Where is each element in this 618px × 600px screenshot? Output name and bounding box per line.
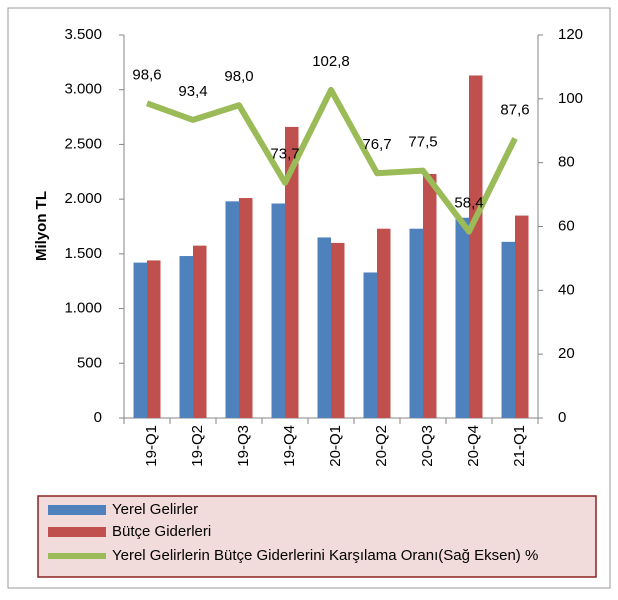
legend-label: Yerel Gelirlerin Bütçe Giderlerini Karşı…: [112, 547, 538, 564]
y2-tick-label: 60: [558, 217, 575, 234]
data-label: 73,7: [270, 146, 299, 163]
legend: [37, 495, 597, 578]
x-tick-label: 19-Q1: [143, 425, 160, 467]
x-tick-label: 20-Q1: [327, 425, 344, 467]
bar: [147, 260, 161, 418]
data-label: 98,0: [224, 68, 253, 85]
bar: [423, 173, 437, 418]
bar: [271, 203, 285, 418]
x-tick-label: 19-Q3: [235, 425, 252, 467]
data-label: 102,8: [312, 53, 350, 70]
y-tick-label: 1.000: [64, 300, 102, 317]
x-tick-label: 21-Q1: [511, 425, 528, 467]
bar: [133, 262, 147, 418]
x-tick-label: 20-Q4: [465, 425, 482, 467]
y-tick-label: 500: [77, 354, 102, 371]
bar: [239, 198, 253, 418]
bar: [377, 228, 391, 418]
bar: [225, 201, 239, 418]
bar: [501, 241, 515, 418]
y-tick-label: 2.000: [64, 190, 102, 207]
bar: [193, 245, 207, 418]
bar: [455, 217, 469, 418]
data-label: 77,5: [408, 134, 437, 151]
bar: [317, 237, 331, 418]
y2-tick-label: 100: [558, 90, 583, 107]
x-tick-label: 20-Q2: [373, 425, 390, 467]
bar: [409, 228, 423, 418]
bar: [331, 242, 345, 418]
data-label: 93,4: [178, 83, 207, 100]
y-tick-label: 1.500: [64, 245, 102, 262]
y2-tick-label: 40: [558, 281, 575, 298]
y-axis-label: Milyon TL: [33, 191, 50, 261]
legend-swatch: [48, 505, 106, 515]
y-tick-label: 3.500: [64, 26, 102, 43]
bar: [363, 272, 377, 418]
legend-label: Yerel Gelirler: [112, 501, 198, 518]
x-tick-label: 19-Q4: [281, 425, 298, 467]
data-label: 58,4: [454, 195, 483, 212]
y-tick-label: 2.500: [64, 135, 102, 152]
line: [145, 86, 518, 235]
legend-swatch: [48, 527, 106, 537]
data-label: 76,7: [362, 136, 391, 153]
data-label: 87,6: [500, 101, 529, 118]
bar: [285, 126, 299, 419]
y2-tick-label: 120: [558, 26, 583, 43]
x-tick-label: 19-Q2: [189, 425, 206, 467]
data-label: 98,6: [132, 66, 161, 83]
legend-label: Bütçe Giderleri: [112, 523, 211, 540]
y-tick-label: 3.000: [64, 81, 102, 98]
y-tick-label: 0: [94, 409, 102, 426]
bar: [179, 256, 193, 418]
bar: [515, 215, 529, 418]
bar: [469, 75, 483, 418]
y2-tick-label: 20: [558, 345, 575, 362]
y2-tick-label: 80: [558, 154, 575, 171]
x-tick-label: 20-Q3: [419, 425, 436, 467]
y2-tick-label: 0: [558, 409, 566, 426]
